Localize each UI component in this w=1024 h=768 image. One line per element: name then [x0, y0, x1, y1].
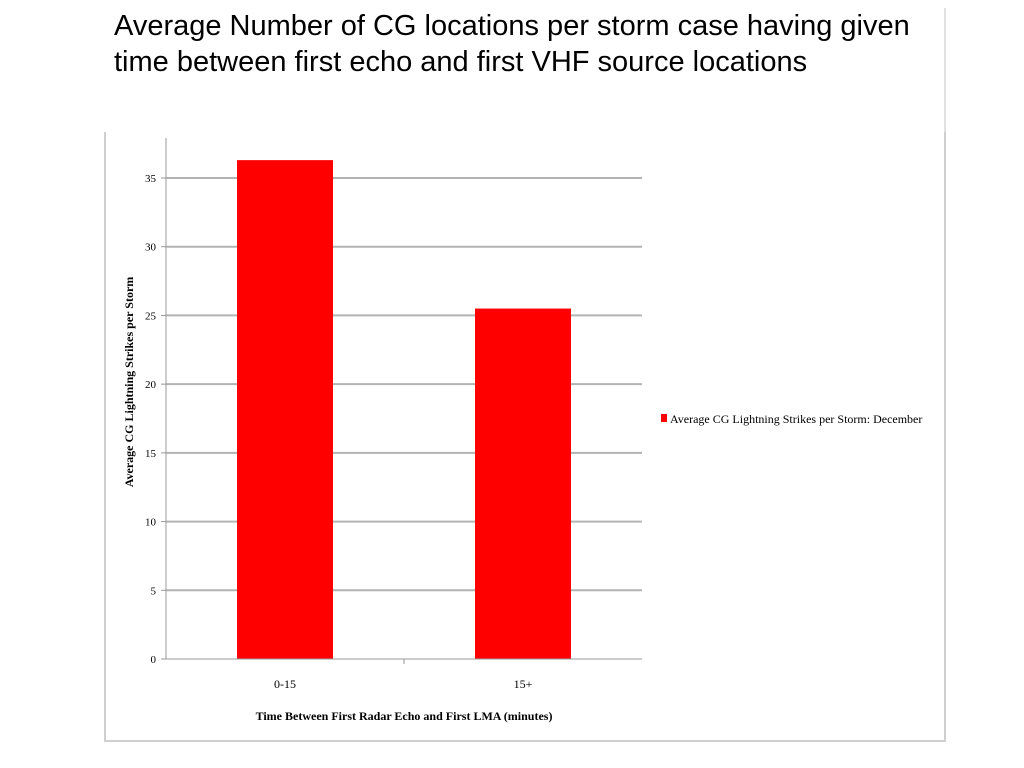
y-tick-label: 35	[145, 173, 157, 185]
y-tick-label: 0	[151, 654, 157, 666]
x-tick-label: 0-15	[274, 677, 296, 691]
bar-15+	[475, 308, 571, 659]
y-tick-labels: 0 5 10 15 20 25 30 35	[145, 173, 157, 666]
y-tick-label: 5	[151, 585, 157, 597]
x-tick-labels: 0-15 15+	[274, 677, 533, 691]
y-axis-label: Average CG Lightning Strikes per Storm	[122, 277, 136, 488]
bar-0-15	[237, 160, 333, 660]
y-tick-label: 10	[145, 517, 157, 529]
x-tick-label: 15+	[514, 677, 533, 691]
legend: Average CG Lightning Strikes per Storm: …	[661, 412, 922, 426]
y-tick-label: 25	[145, 310, 157, 322]
y-tick-label: 30	[145, 242, 157, 254]
y-tick-label: 20	[145, 379, 157, 391]
y-tick-label: 15	[145, 448, 157, 460]
bars	[237, 160, 571, 660]
slide-title: Average Number of CG locations per storm…	[114, 10, 910, 78]
frame-edge	[944, 8, 946, 134]
legend-swatch	[661, 414, 667, 422]
chart-frame	[104, 132, 946, 742]
axes	[165, 138, 642, 664]
legend-label: Average CG Lightning Strikes per Storm: …	[670, 412, 922, 426]
x-axis-label: Time Between First Radar Echo and First …	[256, 709, 553, 723]
